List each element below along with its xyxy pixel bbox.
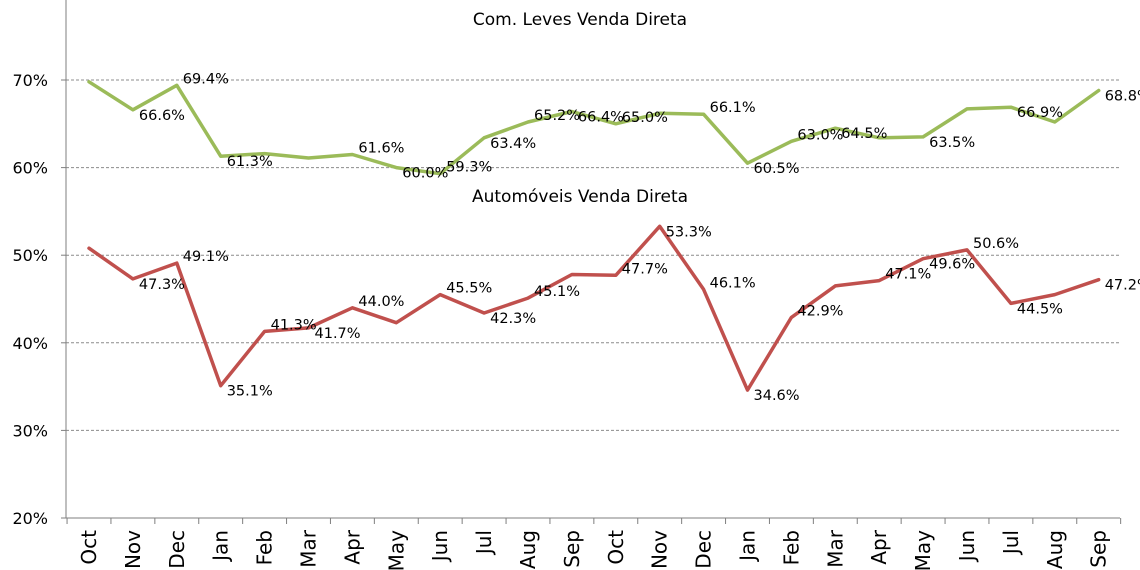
data-label: 45.5% (446, 281, 492, 297)
x-tick-label: Jun (428, 530, 452, 563)
x-tick-label: Feb (779, 530, 803, 565)
x-tick-label: Jul (472, 530, 496, 556)
data-label: 45.1% (534, 284, 580, 300)
x-tick-label: Jan (736, 530, 760, 563)
series-title: Automóveis Venda Direta (472, 187, 688, 207)
y-tick-label: 60% (12, 159, 48, 178)
data-label: 34.6% (754, 388, 800, 404)
x-tick-label: Feb (253, 530, 277, 565)
series-line (87, 224, 1101, 392)
x-tick-label: Apr (867, 529, 891, 564)
data-label: 66.1% (710, 100, 756, 116)
x-tick-label: Dec (692, 530, 716, 569)
data-label: 60.5% (754, 161, 800, 177)
x-tick-label: Aug (1043, 530, 1067, 569)
data-label: 68.8% (1105, 89, 1140, 105)
data-label: 35.1% (227, 384, 273, 400)
data-label: 64.5% (841, 126, 887, 142)
x-tick-label: Apr (340, 529, 364, 564)
data-label: 49.6% (929, 257, 975, 273)
data-label: 41.3% (271, 317, 317, 333)
data-label: 59.3% (446, 160, 492, 176)
x-tick-label: Sep (1087, 530, 1111, 568)
data-label: 61.3% (227, 154, 273, 170)
x-tick-label: Oct (604, 530, 628, 565)
data-label: 69.4% (183, 71, 229, 87)
data-label: 63.5% (929, 135, 975, 151)
x-tick-label: Mar (823, 529, 847, 568)
data-label: 44.5% (1017, 301, 1063, 317)
data-label: 47.2% (1105, 278, 1140, 294)
y-tick-label: 50% (12, 246, 48, 265)
data-label: 47.7% (622, 261, 668, 277)
data-label: 60.0% (402, 166, 448, 182)
y-tick-label: 40% (12, 334, 48, 353)
data-label: 65.2% (534, 108, 580, 124)
data-label: 63.0% (797, 127, 843, 143)
x-tick-label: Jan (209, 530, 233, 563)
x-tick-label: Jun (955, 530, 979, 563)
data-label: 47.1% (885, 267, 931, 283)
x-tick-label: Mar (297, 529, 321, 568)
data-label: 50.6% (973, 236, 1019, 252)
data-label: 53.3% (666, 224, 712, 240)
data-label: 42.3% (490, 311, 536, 327)
data-label: 46.1% (710, 275, 756, 291)
x-tick-label: May (384, 530, 408, 570)
x-tick-label: May (911, 530, 935, 570)
series-line (87, 80, 1101, 176)
data-label: 61.6% (358, 140, 404, 156)
x-tick-label: Sep (560, 530, 584, 568)
data-label: 66.9% (1017, 105, 1063, 121)
y-tick-label: 20% (12, 509, 48, 528)
data-label: 65.0% (622, 110, 668, 126)
x-tick-label: Oct (77, 530, 101, 565)
x-tick-label: Dec (165, 530, 189, 569)
data-label: 66.6% (139, 108, 185, 124)
data-label: 63.4% (490, 136, 536, 152)
data-label: 44.0% (358, 294, 404, 310)
x-tick-label: Aug (516, 530, 540, 569)
x-tick-label: Nov (648, 530, 672, 569)
series-title: Com. Leves Venda Direta (473, 10, 687, 30)
data-label: 66.4% (578, 110, 624, 126)
data-label: 47.3% (139, 277, 185, 293)
y-tick-label: 30% (12, 421, 48, 440)
x-tick-label: Nov (121, 530, 145, 569)
data-label: 49.1% (183, 249, 229, 265)
x-tick-label: Jul (999, 530, 1023, 556)
y-tick-label: 70% (12, 71, 48, 90)
data-label: 41.7% (315, 326, 361, 342)
data-label: 42.9% (797, 303, 843, 319)
